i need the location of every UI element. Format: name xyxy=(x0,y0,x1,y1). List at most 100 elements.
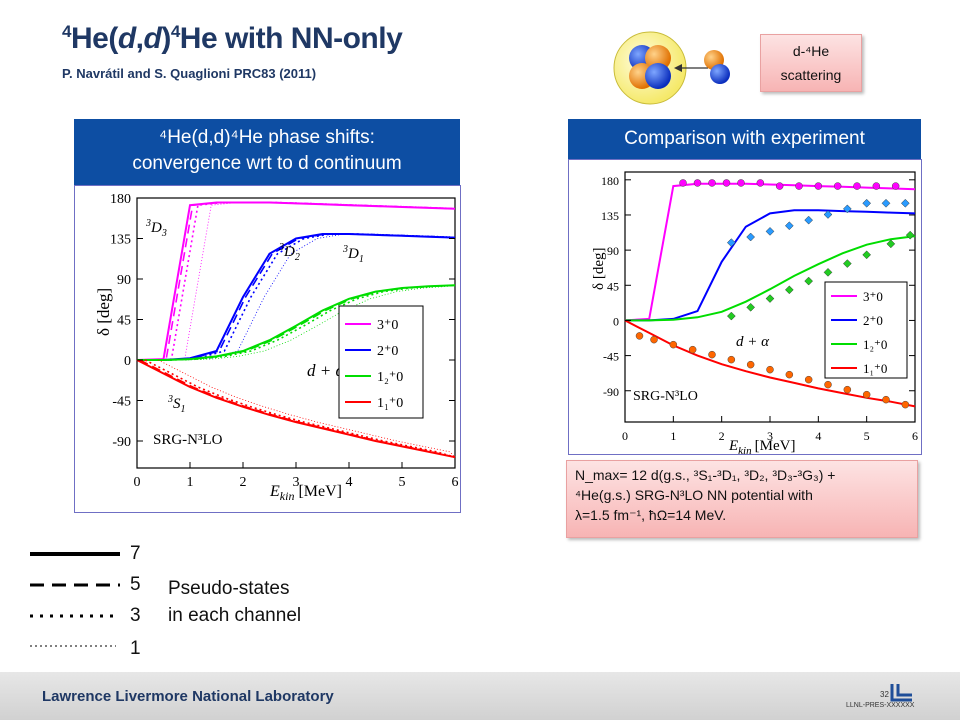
info-line3: λ=1.5 fm⁻¹, ħΩ=14 MeV. xyxy=(575,507,727,523)
left-ytick-label: -90 xyxy=(112,435,131,450)
left-xtick-label: 1 xyxy=(187,475,194,490)
right-ytick-label: 0 xyxy=(613,314,619,328)
left-ytick-label: 45 xyxy=(117,314,131,329)
pseudo-states-text: Pseudo-states xyxy=(168,578,290,599)
right-data-point xyxy=(862,250,872,260)
right-data-point xyxy=(842,259,852,268)
info-line1: N_max= 12 d(g.s., ³S₁-³D₁, ³D₂, ³D₃-³G₃)… xyxy=(575,467,836,483)
left-ytick-label: -45 xyxy=(112,395,131,410)
right-data-point xyxy=(843,385,852,394)
left-xtick-label: 3 xyxy=(293,475,300,490)
right-series-line-2-0 xyxy=(625,235,916,322)
right-data-point xyxy=(726,311,736,321)
right-data-point xyxy=(900,198,910,208)
left-xlabel: Ekin [MeV] xyxy=(269,483,342,503)
left-series-line-0-3 xyxy=(158,202,456,361)
right-data-point xyxy=(833,182,842,190)
right-data-point xyxy=(862,198,872,208)
right-ytick-label: -90 xyxy=(603,385,619,399)
left-chart-panel: 180 135 90 45 0 -45 -90 0 1 2 3 4 5 6 δ [deg] Ekin [Me… xyxy=(74,185,461,513)
right-data-point xyxy=(688,345,697,354)
right-data-point xyxy=(795,182,803,190)
right-data-point xyxy=(693,179,702,187)
right-ytick-label: 135 xyxy=(601,209,619,223)
right-xtick-label: 2 xyxy=(719,429,725,443)
right-xtick-label: 4 xyxy=(815,429,821,443)
left-label-D1: 3D1 xyxy=(342,244,364,265)
right-data-point xyxy=(765,294,775,303)
left-xtick-label: 5 xyxy=(399,475,406,490)
left-series-line-2-2 xyxy=(145,284,456,361)
right-legend-box xyxy=(824,281,908,379)
left-legend-label: 2⁺0 xyxy=(377,344,398,359)
right-data-point xyxy=(708,179,716,187)
right-ytick-label: 180 xyxy=(601,174,619,188)
right-data-point xyxy=(891,182,900,190)
left-legend-label: 1₂⁺0 xyxy=(377,370,403,385)
right-data-point xyxy=(823,267,833,277)
right-data-point xyxy=(669,340,678,349)
right-data-point xyxy=(737,179,745,187)
left-xtick-label: 6 xyxy=(452,475,459,490)
right-data-point xyxy=(746,302,756,312)
right-xtick-label: 1 xyxy=(670,429,676,443)
left-series-line-3-2 xyxy=(144,359,456,458)
left-label-D3: 3D3 xyxy=(145,218,167,239)
left-ytick-label: 0 xyxy=(124,354,131,369)
right-legend-label: 1₂⁺0 xyxy=(863,337,887,352)
footer-lab-name: Lawrence Livermore National Laboratory xyxy=(42,688,334,705)
right-data-point xyxy=(708,350,716,359)
right-data-point xyxy=(785,370,794,379)
right-data-point xyxy=(650,335,658,344)
right-data-point xyxy=(804,215,814,225)
right-data-point xyxy=(853,182,861,190)
scattering-label-box: d-⁴He scattering xyxy=(760,34,862,92)
right-ytick-label: 45 xyxy=(607,279,619,293)
channel-text: in each channel xyxy=(168,605,302,626)
right-data-point xyxy=(746,232,756,242)
right-data-point xyxy=(726,238,736,247)
left-legend-label: 3⁺0 xyxy=(377,318,398,333)
right-data-point xyxy=(722,179,731,187)
right-legend-label: 3⁺0 xyxy=(863,289,883,304)
right-model-label: SRG-N³LO xyxy=(633,389,698,404)
parameters-info-box: N_max= 12 d(g.s., ³S₁-³D₁, ³D₂, ³D₃-³G₃)… xyxy=(566,460,918,538)
right-data-point xyxy=(882,395,890,404)
right-data-point xyxy=(886,239,896,249)
left-series-line-1-2 xyxy=(145,233,456,361)
right-xlabel: Ekin [MeV] xyxy=(728,438,795,454)
right-data-point xyxy=(679,179,687,187)
left-header-line2: convergence wrt to d continuum xyxy=(132,153,402,174)
llnl-logo-icon xyxy=(890,684,912,702)
right-data-point xyxy=(784,285,794,295)
right-ytick-label: 90 xyxy=(607,244,619,258)
legend-num-7: 7 xyxy=(130,543,141,564)
right-panel-header: Comparison with experiment xyxy=(568,119,921,159)
left-ytick-label: 90 xyxy=(117,273,131,288)
right-data-point xyxy=(635,332,644,340)
right-data-point xyxy=(823,210,833,219)
right-data-point xyxy=(746,360,755,369)
right-reaction-label: d + α xyxy=(736,334,770,350)
right-data-point xyxy=(765,227,775,236)
left-series-line-3-1 xyxy=(139,359,456,458)
right-data-point xyxy=(905,230,915,240)
right-xtick-label: 6 xyxy=(912,429,918,443)
footer-bar xyxy=(0,672,960,720)
right-data-point xyxy=(872,182,881,190)
left-header-line1: ⁴He(d,d)⁴He phase shifts: xyxy=(159,127,375,148)
right-data-point xyxy=(727,355,736,364)
left-xtick-label: 4 xyxy=(346,475,353,490)
right-legend-label: 1₁⁺0 xyxy=(863,361,887,376)
nucleus-icon xyxy=(613,31,730,105)
right-ylabel: δ [deg] xyxy=(591,248,607,290)
left-legend-label: 1₁⁺0 xyxy=(377,396,403,411)
legend-num-1: 1 xyxy=(130,638,141,659)
scattering-label-line1: d-⁴He xyxy=(792,43,830,59)
right-data-point xyxy=(842,204,852,214)
right-data-point xyxy=(814,182,823,190)
right-legend-label: 2⁺0 xyxy=(863,313,883,328)
right-xtick-label: 0 xyxy=(622,429,628,443)
